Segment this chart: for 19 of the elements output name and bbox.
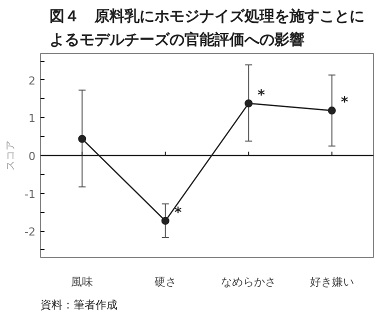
y-tick-label: 1 [28, 112, 36, 126]
chart-title: 図４ 原料乳にホモジナイズ処理を施すことによるモデルチーズの官能評価への影響 [50, 7, 364, 48]
x-tick-label: 好き嫌い [310, 276, 354, 288]
x-tick-label: 硬さ [154, 276, 176, 288]
point [328, 106, 336, 115]
point [78, 134, 86, 143]
y-axis-title: スコア [6, 140, 17, 170]
y-tick-label: 2 [28, 74, 36, 88]
y-tick-label: -2 [24, 226, 36, 239]
annotation: * [258, 87, 266, 104]
text: 資料：筆者作成 [40, 298, 118, 312]
point [244, 99, 253, 108]
point [161, 216, 170, 225]
x-tick-label: 風味 [71, 276, 94, 288]
x-tick-label: なめらかさ [221, 276, 276, 288]
y-tick-label: -1 [24, 188, 36, 201]
annotation: * [340, 94, 349, 111]
y-tick-label: 0 [28, 150, 36, 163]
annotation: * [174, 204, 182, 221]
